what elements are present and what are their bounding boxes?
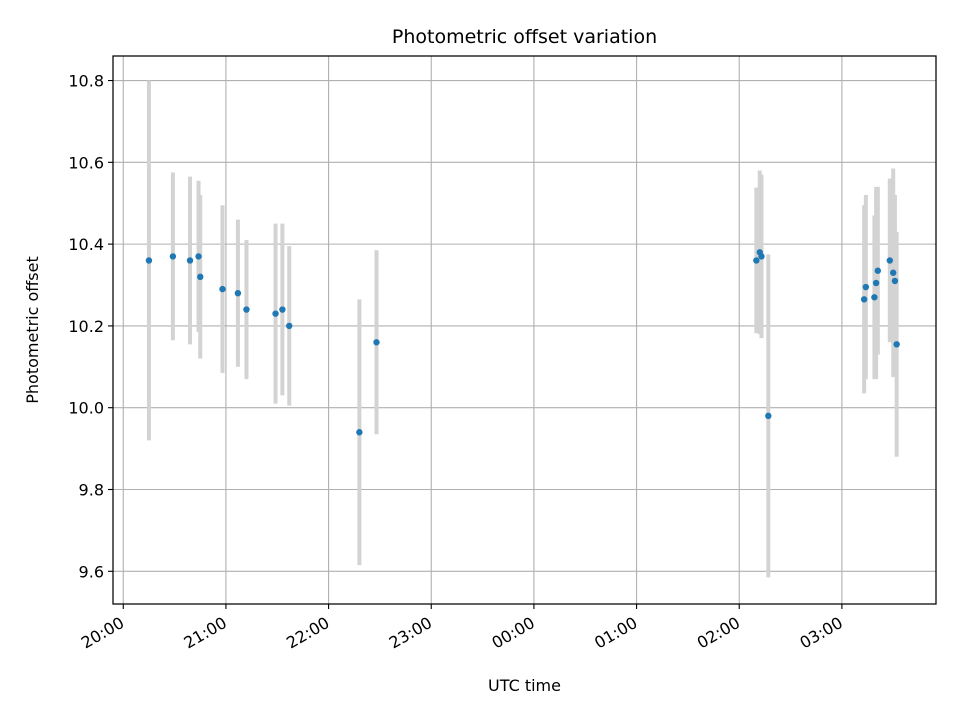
data-point <box>765 412 772 420</box>
y-tick-label: 10.4 <box>68 235 104 254</box>
data-point <box>891 277 899 285</box>
data-point <box>169 253 177 260</box>
y-tick-label: 9.8 <box>79 480 104 499</box>
data-point <box>234 289 242 297</box>
y-tick-label: 10.8 <box>68 72 104 91</box>
y-tick-label: 10.2 <box>68 317 104 336</box>
data-point <box>860 296 868 303</box>
data-point <box>893 341 900 348</box>
data-point <box>753 257 760 264</box>
y-tick-label: 10.0 <box>68 399 104 418</box>
data-point <box>373 339 380 346</box>
data-point <box>874 267 882 274</box>
y-tick-label: 10.6 <box>68 153 104 172</box>
data-point <box>145 257 153 264</box>
data-point <box>862 283 870 291</box>
y-axis-label: Photometric offset <box>23 256 42 404</box>
data-point <box>890 269 897 276</box>
data-point <box>197 273 204 281</box>
data-point <box>872 279 880 287</box>
data-point <box>871 294 878 301</box>
data-point <box>279 306 286 313</box>
data-point <box>886 257 894 264</box>
data-point <box>286 322 293 330</box>
data-point <box>186 257 194 264</box>
data-point <box>219 285 226 293</box>
x-axis-label: UTC time <box>488 676 561 695</box>
data-point <box>243 306 250 313</box>
data-points <box>145 249 900 436</box>
data-point <box>272 310 279 317</box>
data-point <box>195 253 202 260</box>
chart-title: Photometric offset variation <box>392 26 657 48</box>
y-tick-label: 9.6 <box>79 562 104 581</box>
plot-frame <box>112 55 937 605</box>
data-point <box>356 429 363 436</box>
grid <box>113 56 936 604</box>
y-axis: 9.6 9.8 10.0 10.2 10.4 10.6 10.8 <box>68 72 113 581</box>
data-point <box>758 253 765 260</box>
